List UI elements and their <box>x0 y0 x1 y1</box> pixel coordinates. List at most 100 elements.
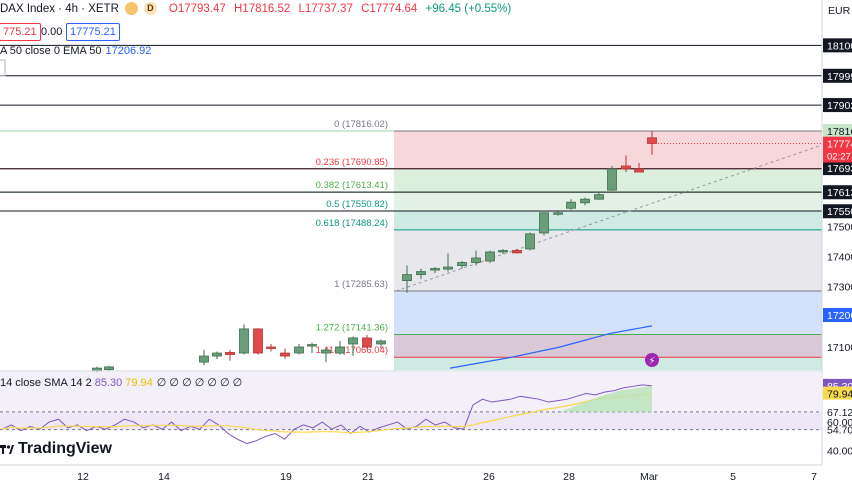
countdown-label: 02:27 <box>827 151 851 162</box>
candle-body <box>525 233 535 250</box>
fib-zone-7 <box>394 357 822 370</box>
chart-header: DAX Index · 4h · XETR D O17793.47 H17816… <box>0 2 516 15</box>
rsi-sma-line <box>1 393 653 434</box>
fib-label-4: 0.618 (17488.24) <box>316 218 388 229</box>
candle-body <box>280 352 290 357</box>
price-axis-label: 17902 <box>827 100 852 112</box>
candle-body <box>362 337 372 348</box>
time-axis-label: 14 <box>158 471 170 483</box>
price-axis-label: 17550 <box>827 206 852 218</box>
currency-label[interactable]: EUR <box>828 5 851 17</box>
candle-body <box>498 250 508 253</box>
market-badge[interactable]: D <box>143 2 157 15</box>
fib-zone-4 <box>394 229 822 291</box>
candle-body <box>416 271 426 275</box>
fib-zone-2 <box>394 192 822 212</box>
candle-body <box>294 346 304 354</box>
candle-body <box>430 268 440 271</box>
price-axis-label: 17300 <box>827 282 852 294</box>
change-value: +96.45 (+0.55%) <box>425 2 512 15</box>
rsi-legend[interactable]: 14 close SMA 14 2 85.30 79.94 ∅ ∅ ∅ ∅ ∅ ∅ ∅ <box>0 376 242 389</box>
symbol-title[interactable]: DAX Index · 4h · XETR <box>0 2 119 15</box>
ema-legend[interactable]: A 50 close 0 EMA 50 17206.92 <box>0 45 151 57</box>
candle-body <box>566 201 576 209</box>
delayed-badge[interactable] <box>124 2 138 15</box>
ema50-line <box>449 325 653 369</box>
ema-value: 17206.92 <box>105 45 152 57</box>
tradingview-logo[interactable]: TradingView <box>0 440 112 458</box>
low-value: L17737.37 <box>298 2 353 15</box>
price-axis-label: 18100 <box>827 40 852 52</box>
price-label-bg <box>823 308 852 323</box>
time-axis-label: 28 <box>563 471 575 483</box>
candle-body <box>512 250 522 254</box>
spread-value: 0.00 <box>41 26 63 38</box>
fib-label-5: 1 (17285.63) <box>334 279 388 290</box>
price-axis-label: 17613 <box>827 187 852 199</box>
rsi-axis-label: 54.70 <box>827 425 852 437</box>
price-label-bg <box>823 68 852 83</box>
candle-body <box>104 366 114 371</box>
price-axis-label: 17400 <box>827 251 852 263</box>
candle-body <box>348 337 358 345</box>
candle-body <box>647 137 657 144</box>
time-axis-label: 19 <box>280 471 292 483</box>
candle-body <box>634 168 644 173</box>
candle-body <box>607 168 617 191</box>
flash-icon-glyph: ⚡ <box>648 356 655 367</box>
rsi-value: 85.30 <box>94 377 123 389</box>
flash-icon[interactable] <box>645 353 659 367</box>
candle-body <box>307 344 317 347</box>
time-axis-label: 26 <box>483 471 495 483</box>
fib-zone-3 <box>394 211 822 230</box>
rsi-band <box>0 411 822 430</box>
price-label-bg <box>823 204 852 219</box>
price-label-bg <box>823 124 852 139</box>
price-axis-label: 17500 <box>827 221 852 233</box>
price-axis-label: 17774 <box>827 139 852 151</box>
ohlc-values: O17793.47 H17816.52 L17737.37 C17774.64 … <box>169 3 516 15</box>
price-axis-label: 17206 <box>827 310 852 322</box>
candle-body <box>253 328 263 354</box>
time-axis-label: 21 <box>362 471 374 483</box>
fib-label-3: 0.5 (17550.82) <box>326 199 388 210</box>
fib-label-6: 1.272 (17141.36) <box>316 323 388 334</box>
candle-body <box>553 212 563 215</box>
fib-label-1: 0.236 (17690.85) <box>316 157 388 168</box>
price-label-bg <box>823 185 852 200</box>
price-label-bg <box>823 136 852 151</box>
open-value: O17793.47 <box>168 2 226 15</box>
rsi-axis-label: 60.00 <box>827 417 852 429</box>
price-axis-label: 17999 <box>827 71 852 83</box>
candle-body <box>199 355 209 363</box>
price-label-bg <box>823 38 852 53</box>
price-label-bg <box>823 98 852 113</box>
candle-body <box>443 266 453 270</box>
candle-body <box>376 340 386 345</box>
fib-label-2: 0.382 (17613.41) <box>316 180 388 191</box>
candle-body <box>266 346 276 349</box>
buy-price-button[interactable]: 17775.21 <box>66 23 120 41</box>
time-axis-label: 12 <box>77 471 89 483</box>
time-axis-label: Mar <box>640 471 659 483</box>
fib-zone-0 <box>394 131 822 169</box>
price-axis-label: 17816 <box>827 126 852 138</box>
rsi-label-bg <box>823 386 852 400</box>
rsi-axis-label: 79.94 <box>827 389 852 401</box>
time-axis-label: 5 <box>730 471 736 483</box>
rsi-overbought-fill <box>560 385 652 412</box>
rsi-axis-label: 40.00 <box>827 446 852 458</box>
drawing-marker[interactable] <box>0 59 6 77</box>
candle-body <box>539 212 549 234</box>
fib-zone-5 <box>394 291 822 335</box>
candle-body <box>402 274 412 282</box>
candle-body <box>212 352 222 357</box>
candle-body <box>225 352 235 355</box>
tradingview-logo-text: TradingView <box>18 440 112 457</box>
fib-label-0: 0 (17816.02) <box>334 119 388 130</box>
candle-body <box>580 198 590 204</box>
price-label-bg <box>823 161 852 176</box>
sell-price-button[interactable]: 775.21 <box>0 23 41 41</box>
